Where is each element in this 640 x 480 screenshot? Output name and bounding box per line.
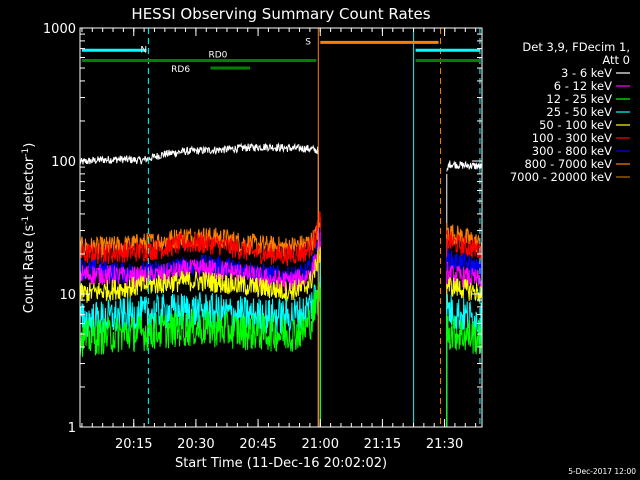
legend-label-4: 50 - 100 keV — [539, 118, 612, 132]
legend-label-1: 6 - 12 keV — [554, 79, 612, 93]
series-line-2-seg-1 — [446, 229, 483, 262]
series-line-6-seg-0 — [79, 262, 321, 339]
y-axis-label-mid: detector — [22, 156, 37, 216]
series-line-4-seg-1 — [446, 261, 483, 290]
x-tick-label-4: 21:15 — [364, 437, 401, 452]
flag-label-rd6: RD6 — [171, 65, 190, 75]
y-axis-label-sup2: -1 — [21, 148, 31, 157]
series-line-5-seg-0 — [79, 246, 321, 303]
chart-title: HESSI Observing Summary Count Rates — [131, 5, 430, 23]
y-axis-label-sup1: -1 — [21, 216, 31, 225]
series-line-0-seg-0 — [79, 142, 319, 165]
x-tick-label-5: 21:30 — [426, 437, 463, 452]
x-tick-label-0: 20:15 — [115, 437, 152, 452]
y-tick-label-3: 1 — [68, 421, 76, 436]
y-axis-label-main: Count Rate (s — [22, 225, 37, 314]
y-axis-label-end: ) — [22, 143, 37, 148]
y-tick-label-2: 10 — [59, 288, 76, 303]
legend-label-3: 25 - 50 keV — [546, 105, 612, 119]
annotation-layer: N S RD0 RD6 — [79, 28, 481, 427]
plot-frame — [79, 27, 483, 428]
legend-label-8: 7000 - 20000 keV — [510, 170, 612, 184]
series-line-7-seg-0 — [79, 282, 321, 358]
flag-label-s: S — [305, 37, 311, 47]
y-tick-label-0: 1000 — [43, 22, 76, 37]
legend-label-0: 3 - 6 keV — [561, 66, 612, 80]
series-line-0-seg-1 — [446, 160, 483, 172]
legend-label-6: 300 - 800 keV — [532, 144, 612, 158]
x-axis-label: Start Time (11-Dec-16 20:02:02) — [175, 456, 387, 471]
x-tick-label-1: 20:30 — [177, 437, 214, 452]
series-line-4-seg-0 — [79, 232, 321, 292]
series-line-2-seg-0 — [79, 211, 321, 267]
x-tick-label-2: 20:45 — [239, 437, 276, 452]
legend-label-2: 12 - 25 keV — [546, 92, 612, 106]
flag-label-n: N — [140, 45, 147, 55]
axes-layer: 1000 100 10 1 20:15 20:30 20:45 21:00 21:15 21:30 — [43, 22, 482, 452]
series-line-5-seg-1 — [446, 276, 483, 303]
plot-area — [79, 142, 483, 427]
legend-label-7: 800 - 7000 keV — [524, 157, 612, 171]
series-line-7-seg-1 — [446, 313, 483, 355]
y-tick-label-1: 100 — [51, 155, 76, 170]
x-tick-label-3: 21:00 — [302, 437, 339, 452]
footer-date: 5-Dec-2017 12:00 — [568, 467, 636, 476]
flag-label-rd0: RD0 — [208, 50, 227, 60]
legend-label-5: 100 - 300 keV — [532, 131, 612, 145]
legend-header-0: Det 3,9, FDecim 1, — [522, 40, 630, 54]
legend-header-1: Att 0 — [602, 53, 630, 67]
y-axis-label: Count Rate (s-1 detector-1) — [21, 143, 37, 314]
series-line-3-seg-1 — [446, 248, 483, 279]
